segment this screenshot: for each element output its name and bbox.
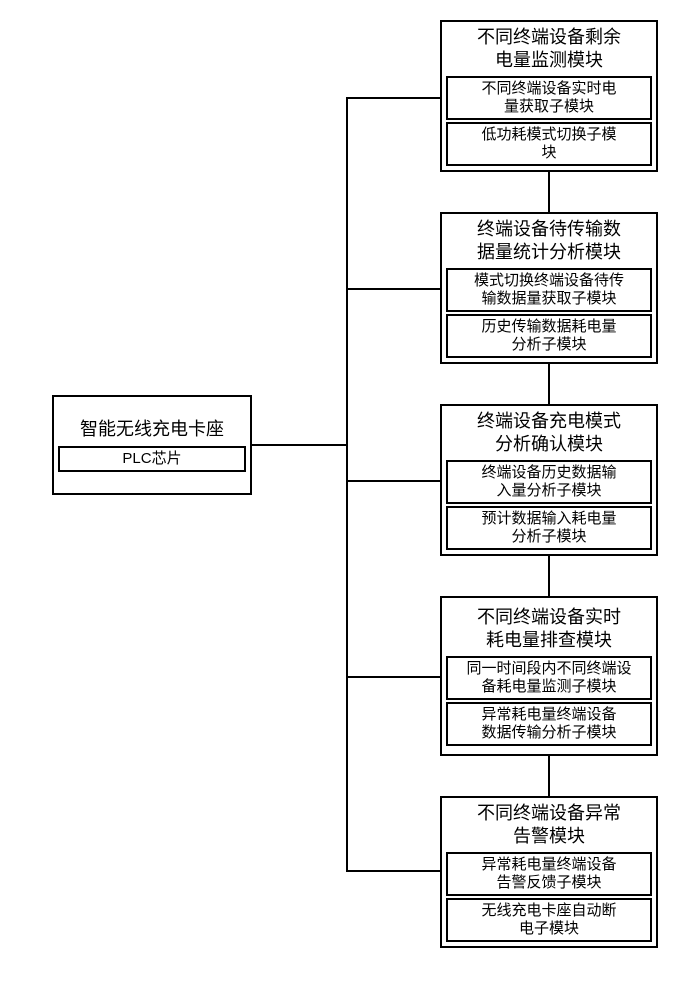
connector-line xyxy=(548,364,550,404)
module-block-2: 终端设备充电模式分析确认模块终端设备历史数据输入量分析子模块预计数据输入耗电量分… xyxy=(440,404,658,556)
module-block-1: 终端设备待传输数据量统计分析模块模式切换终端设备待传输数据量获取子模块历史传输数… xyxy=(440,212,658,364)
module-sub1: 异常耗电量终端设备告警反馈子模块 xyxy=(446,852,652,896)
module-sub1: 不同终端设备实时电量获取子模块 xyxy=(446,76,652,120)
connector-line xyxy=(548,756,550,796)
module-sub1: 模式切换终端设备待传输数据量获取子模块 xyxy=(446,268,652,312)
module-title: 终端设备充电模式分析确认模块 xyxy=(477,410,621,457)
module-sub2: 历史传输数据耗电量分析子模块 xyxy=(446,314,652,358)
system-diagram: 智能无线充电卡座 PLC芯片 不同终端设备剩余电量监测模块不同终端设备实时电量获… xyxy=(0,0,689,1000)
module-block-3: 不同终端设备实时耗电量排查模块同一时间段内不同终端设备耗电量监测子模块异常耗电量… xyxy=(440,596,658,756)
connector-line xyxy=(548,172,550,212)
module-sub2: 无线充电卡座自动断电子模块 xyxy=(446,898,652,942)
module-title: 不同终端设备异常告警模块 xyxy=(477,802,621,849)
connector-line xyxy=(346,480,440,482)
module-title: 不同终端设备实时耗电量排查模块 xyxy=(477,606,621,653)
connector-line xyxy=(346,97,348,872)
left-block-sub: PLC芯片 xyxy=(58,446,246,472)
connector-line xyxy=(346,97,440,99)
connector-line xyxy=(346,676,440,678)
connector-line xyxy=(252,444,348,446)
module-sub2: 异常耗电量终端设备数据传输分析子模块 xyxy=(446,702,652,746)
connector-line xyxy=(346,870,440,872)
left-block-title: 智能无线充电卡座 xyxy=(80,418,224,441)
module-sub1: 终端设备历史数据输入量分析子模块 xyxy=(446,460,652,504)
connector-line xyxy=(346,288,440,290)
module-sub1: 同一时间段内不同终端设备耗电量监测子模块 xyxy=(446,656,652,700)
module-sub2: 预计数据输入耗电量分析子模块 xyxy=(446,506,652,550)
left-main-block: 智能无线充电卡座 PLC芯片 xyxy=(52,395,252,495)
connector-line xyxy=(548,556,550,596)
module-title: 终端设备待传输数据量统计分析模块 xyxy=(477,218,621,265)
module-block-0: 不同终端设备剩余电量监测模块不同终端设备实时电量获取子模块低功耗模式切换子模块 xyxy=(440,20,658,172)
module-block-4: 不同终端设备异常告警模块异常耗电量终端设备告警反馈子模块无线充电卡座自动断电子模… xyxy=(440,796,658,948)
module-title: 不同终端设备剩余电量监测模块 xyxy=(477,26,621,73)
module-sub2: 低功耗模式切换子模块 xyxy=(446,122,652,166)
